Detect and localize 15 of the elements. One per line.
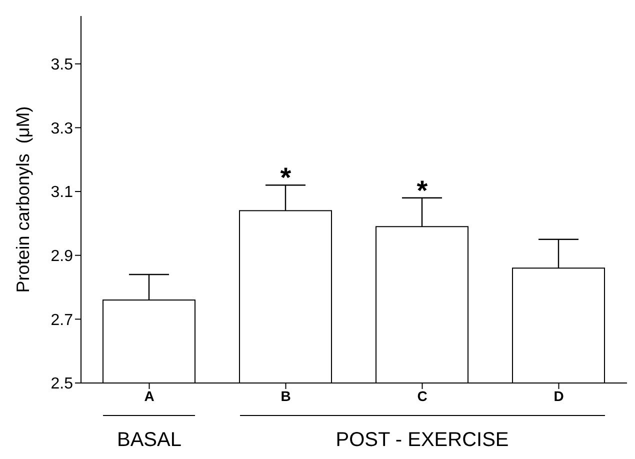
y-tick-label: 3.3 bbox=[50, 120, 74, 138]
x-tick-label: D bbox=[554, 388, 564, 404]
y-tick-label: 2.7 bbox=[50, 312, 74, 329]
y-tick-label: 3.1 bbox=[50, 184, 74, 202]
x-tick-label: A bbox=[144, 388, 154, 404]
text: POST - EXERCISE bbox=[334, 428, 510, 452]
y-tick-label: 3.5 bbox=[50, 56, 74, 74]
y-tick-label: 2.9 bbox=[50, 248, 74, 266]
x-tick-label: C bbox=[417, 388, 428, 404]
y-axis-title: Protein carbonyls (μM) bbox=[13, 106, 33, 293]
text: BASAL bbox=[116, 428, 182, 452]
annotation: * bbox=[280, 162, 292, 194]
y-tick-label: 2.5 bbox=[50, 376, 74, 393]
annotation: * bbox=[416, 174, 428, 206]
x-tick-label: B bbox=[280, 388, 291, 404]
